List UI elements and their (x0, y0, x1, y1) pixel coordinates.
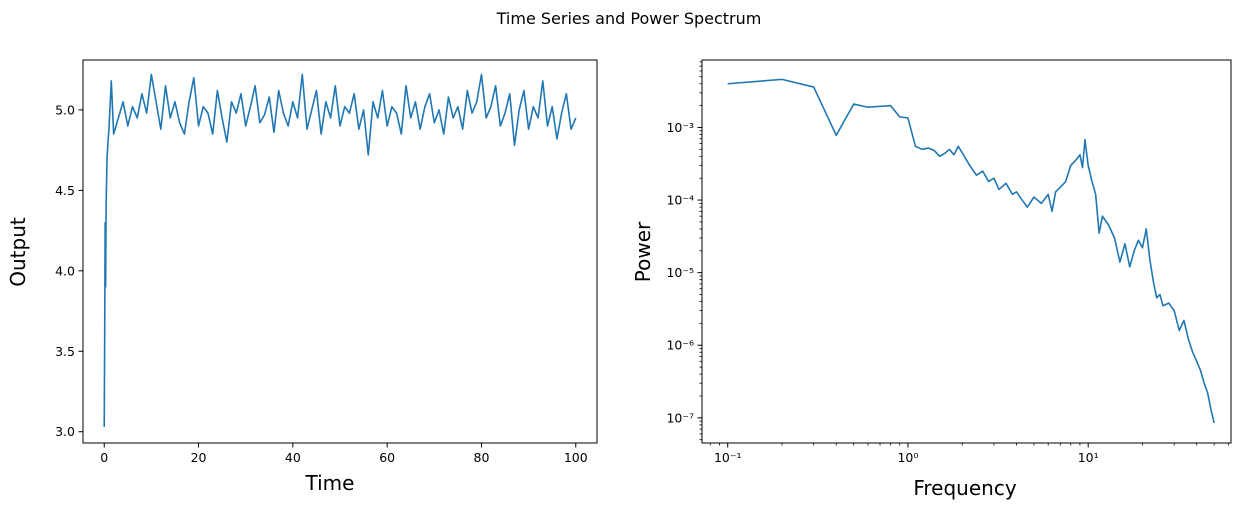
power-spectrum-xtick-label: 10¹ (1078, 450, 1099, 465)
power-spectrum-ytick-label: 10⁻⁴ (666, 193, 694, 208)
power-spectrum-xlabel: Frequency (913, 476, 1016, 500)
power-spectrum-xtick-label: 10⁰ (897, 450, 918, 465)
time-series-xtick-label: 80 (474, 450, 490, 465)
time-series-ylabel: Output (6, 217, 30, 287)
time-series-xtick-label: 0 (100, 450, 108, 465)
power-spectrum-ytick-label: 10⁻³ (666, 120, 694, 135)
figure-suptitle: Time Series and Power Spectrum (496, 9, 762, 28)
power-spectrum-ytick-label: 10⁻⁷ (666, 410, 694, 425)
time-series-ytick-label: 3.5 (55, 344, 75, 359)
power-spectrum-ylabel: Power (631, 221, 655, 282)
time-series-xtick-label: 40 (285, 450, 301, 465)
time-series-ytick-label: 5.0 (55, 102, 75, 117)
time-series-ytick-label: 4.5 (55, 183, 75, 198)
time-series-xlabel: Time (305, 471, 355, 495)
power-spectrum-ytick-label: 10⁻⁶ (666, 338, 694, 353)
time-series-ytick-label: 4.0 (55, 263, 75, 278)
time-series-xtick-label: 60 (379, 450, 395, 465)
time-series-xtick-label: 100 (564, 450, 588, 465)
time-series-ytick-label: 3.0 (55, 424, 75, 439)
power-spectrum-xtick-label: 10⁻¹ (714, 450, 742, 465)
time-series-xtick-label: 20 (191, 450, 207, 465)
power-spectrum-ytick-label: 10⁻⁵ (666, 265, 694, 280)
